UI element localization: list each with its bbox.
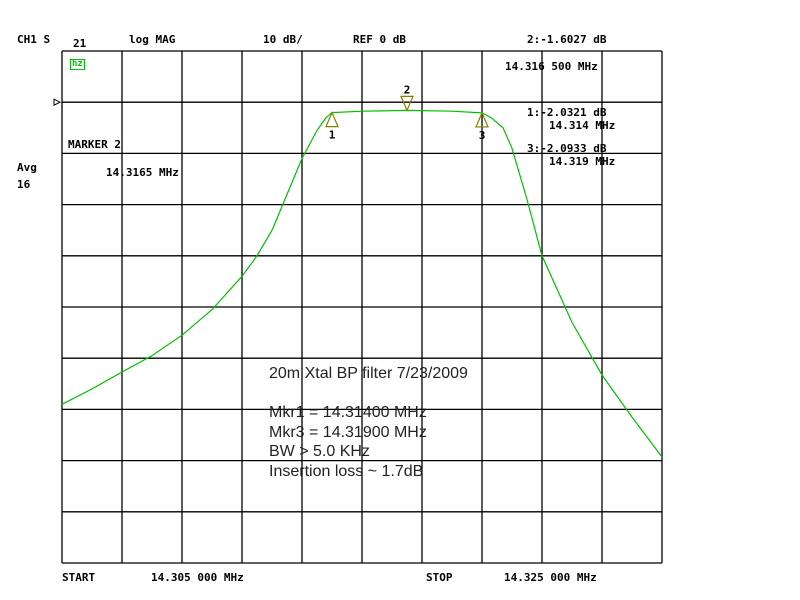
active-marker-value: 2:-1.6027 dB (527, 33, 607, 46)
marker-2-triangle-icon (400, 95, 414, 112)
annotation-line: 20m Xtal BP filter 7/23/2009 (269, 365, 468, 382)
marker-3-freq: 14.319 MHz (549, 155, 616, 168)
marker-2-label: 2 (404, 83, 411, 96)
marker-3-label: 3 (479, 129, 486, 142)
scale-label: 10 dB/ (263, 33, 303, 46)
annotation-line: Insertion loss ~ 1.7dB (269, 462, 424, 480)
stop-label: STOP (426, 571, 453, 584)
marker-freq: 14.3165 MHz (106, 166, 179, 179)
stop-value: 14.325 000 MHz (504, 571, 597, 584)
ref-level-arrow-icon (53, 98, 62, 107)
active-marker-freq: 14.316 500 MHz (505, 60, 598, 73)
avg-count: 16 (17, 178, 31, 191)
marker-1-label: 1 (329, 129, 336, 142)
annotation-line: Mkr3 = 14.31900 MHz (269, 423, 427, 441)
annotation-line: Mkr1 = 14.31400 MHz (269, 404, 427, 421)
annotation-line: BW > 5.0 KHz (269, 443, 370, 460)
param-label: 21 (73, 37, 87, 50)
marker-3-triangle-icon (475, 111, 489, 128)
marker-label: MARKER 2 (68, 138, 121, 151)
channel-label: CH1 S (17, 33, 51, 46)
format-label: log MAG (129, 33, 176, 46)
marker-1-triangle-icon (325, 111, 339, 128)
start-label: START (62, 571, 96, 584)
ref-label: REF 0 dB (353, 33, 406, 46)
marker-1-freq: 14.314 MHz (549, 119, 616, 132)
avg-label: Avg (17, 161, 37, 174)
hold-badge: hz (70, 59, 85, 70)
start-value: 14.305 000 MHz (151, 571, 244, 584)
